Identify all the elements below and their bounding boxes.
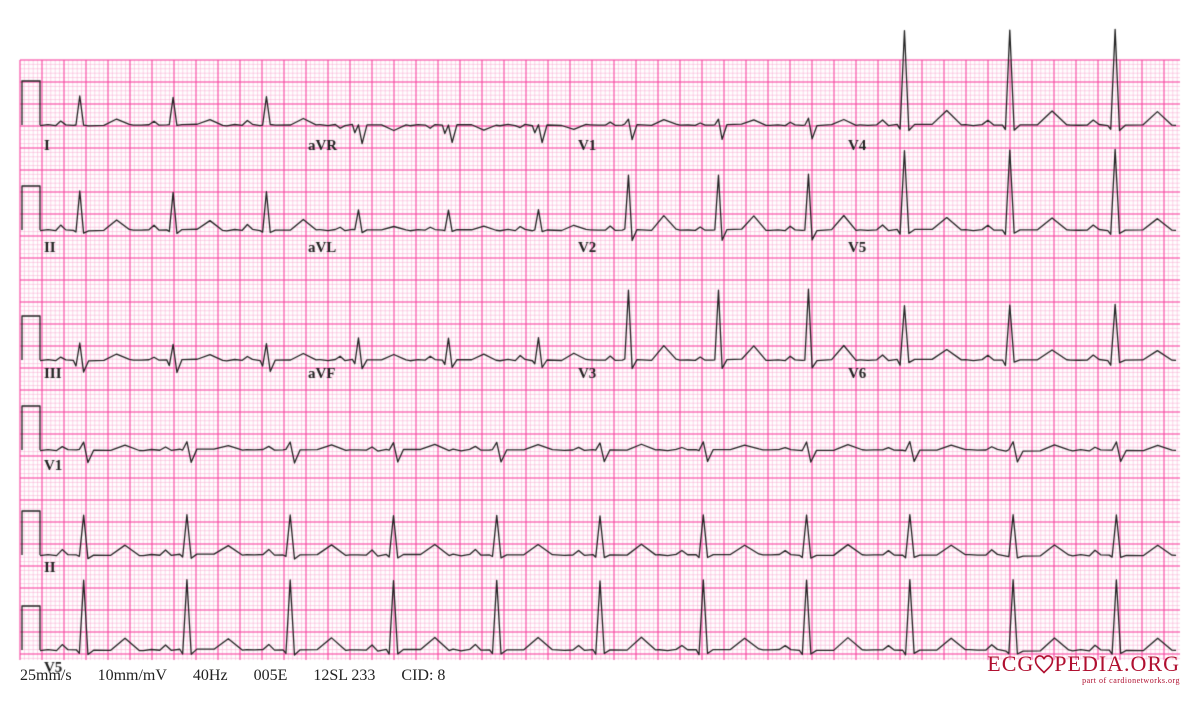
spec-gain: 10mm/mV <box>98 667 167 684</box>
brand-right: PEDIA <box>1054 651 1124 676</box>
spec-cid: CID: 8 <box>401 667 445 684</box>
ecg-chart <box>0 0 1200 709</box>
brand-left: ECG <box>987 651 1034 676</box>
brand-sub: part of cardionetworks.org <box>987 677 1180 685</box>
spec-code1: 005E <box>254 667 288 684</box>
spec-code2: 12SL 233 <box>313 667 375 684</box>
spec-speed: 25mm/s <box>20 667 72 684</box>
brand-watermark: ECG PEDIA.ORG part of cardionetworks.org <box>987 653 1180 685</box>
footer-spec: 25mm/s 10mm/mV 40Hz 005E 12SL 233 CID: 8 <box>20 667 467 685</box>
footer-bar: 25mm/s 10mm/mV 40Hz 005E 12SL 233 CID: 8… <box>20 653 1180 685</box>
brand-tld: .ORG <box>1124 651 1180 676</box>
spec-filter: 40Hz <box>193 667 228 684</box>
brand-heart-icon <box>1034 655 1054 675</box>
